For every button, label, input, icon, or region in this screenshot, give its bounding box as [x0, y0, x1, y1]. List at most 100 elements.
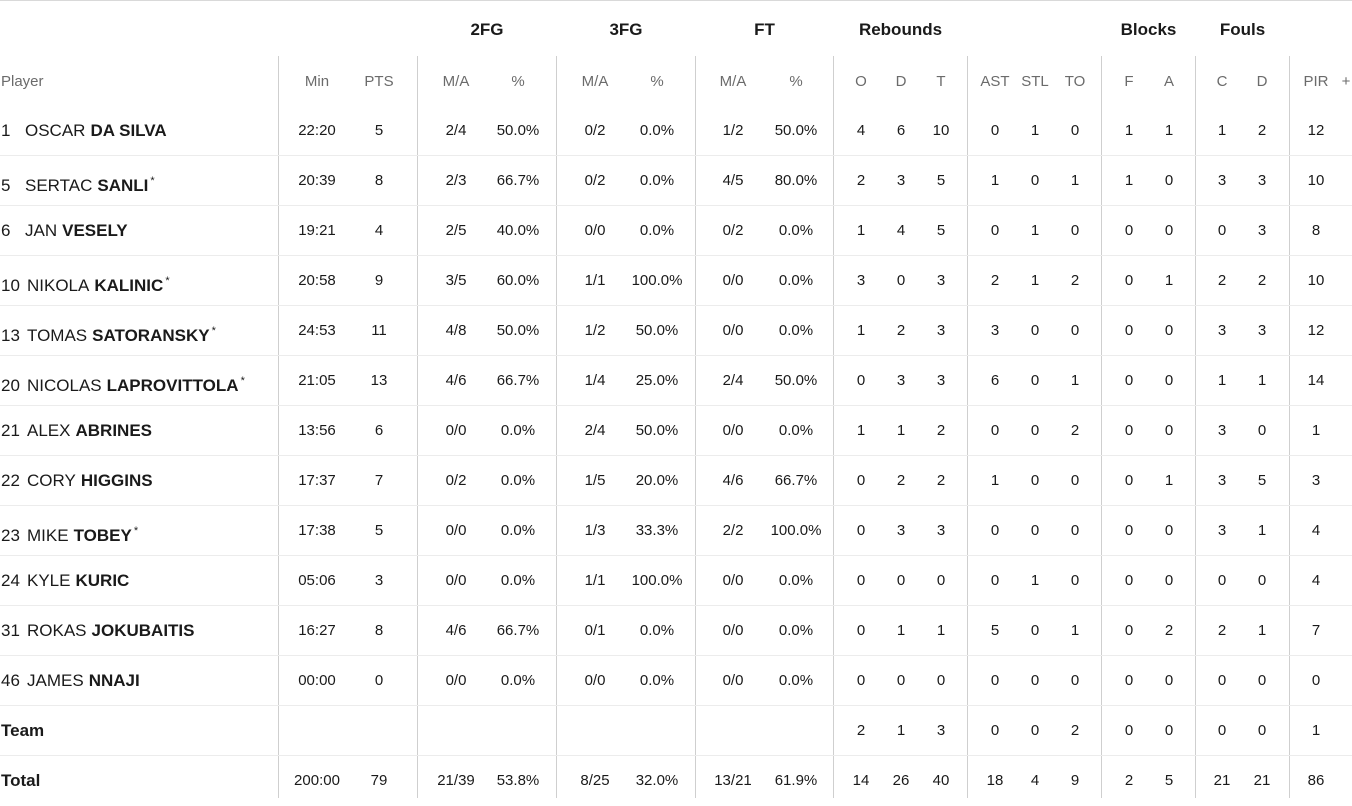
stat-min: 22:20 — [298, 122, 336, 139]
stat-blk-a: 0 — [1164, 522, 1174, 539]
stat-fg2-ma: 0/0 — [445, 672, 467, 689]
player-name-cell[interactable]: 10 NIKOLA KALINIC * — [1, 256, 277, 306]
stat-stl: 1 — [1030, 222, 1040, 239]
stat-ft-ma: 1/2 — [722, 122, 744, 139]
column-header-reb-d[interactable]: D — [895, 73, 907, 90]
player-number: 6 — [1, 221, 11, 240]
stat-reb-o: 0 — [856, 672, 866, 689]
player-name-cell[interactable]: 1 OSCAR DA SILVA — [1, 106, 277, 156]
stat-reb-t: 0 — [936, 672, 946, 689]
column-header-reb-t[interactable]: T — [936, 73, 946, 90]
stat-fg3-pct: 33.3% — [635, 522, 679, 539]
player-name-cell[interactable]: 24 KYLE KURIC — [1, 556, 277, 606]
group-header-rebounds: Rebounds — [858, 20, 943, 39]
stat-foul-c: 0 — [1217, 672, 1227, 689]
stat-to: 1 — [1070, 172, 1080, 189]
stat-to: 2 — [1070, 422, 1080, 439]
stat-blk-f: 0 — [1124, 622, 1134, 639]
column-header-player[interactable]: Player — [1, 73, 44, 90]
player-number: 31 — [1, 621, 20, 640]
player-name-cell[interactable]: 46 JAMES NNAJI — [1, 656, 277, 706]
separator-fouls — [1289, 56, 1290, 798]
team-label: Team — [1, 721, 45, 740]
starter-marker: * — [165, 275, 170, 287]
player-last-name: SANLI — [97, 176, 149, 195]
column-header-ft-pct[interactable]: % — [789, 73, 803, 90]
column-header-blk-a[interactable]: A — [1163, 73, 1174, 90]
stat-pir: 7 — [1311, 622, 1321, 639]
column-header-fg2-pct[interactable]: % — [511, 73, 525, 90]
row-divider — [0, 505, 1352, 506]
stat-min: 17:38 — [298, 522, 336, 539]
stat-reb-d: 0 — [896, 572, 906, 589]
stat-reb-o: 0 — [856, 472, 866, 489]
column-header-fg3-pct[interactable]: % — [650, 73, 664, 90]
stat-fg3-pct: 25.0% — [635, 372, 679, 389]
player-name-cell[interactable]: 6 JAN VESELY — [1, 206, 277, 256]
player-name-cell[interactable]: 21 ALEX ABRINES — [1, 406, 277, 456]
column-header-foul-d[interactable]: D — [1256, 73, 1268, 90]
stat-pir: 1 — [1311, 422, 1321, 439]
stat-ft-pct: 0.0% — [778, 272, 814, 289]
column-header-stl[interactable]: STL — [1021, 73, 1049, 90]
player-last-name: LAPROVITTOLA — [106, 376, 239, 395]
column-header-fg2-ma[interactable]: M/A — [442, 73, 470, 90]
separator-2fg — [556, 56, 557, 798]
column-header-to[interactable]: TO — [1064, 73, 1086, 90]
player-number: 1 — [1, 121, 11, 140]
stat-foul-c: 3 — [1217, 322, 1227, 339]
stat-reb-t: 1 — [936, 622, 946, 639]
stat-foul-d: 3 — [1257, 172, 1267, 189]
stat-fg2-pct: 60.0% — [496, 272, 540, 289]
player-name-cell[interactable]: 31 ROKAS JOKUBAITIS — [1, 606, 277, 656]
stat-to: 0 — [1070, 672, 1080, 689]
stat-ft-pct: 0.0% — [778, 622, 814, 639]
column-header-ast[interactable]: AST — [980, 73, 1010, 90]
player-number: 10 — [1, 276, 20, 295]
stat-blk-f: 1 — [1124, 172, 1134, 189]
player-name-cell[interactable]: 5 SERTAC SANLI * — [1, 156, 277, 206]
player-name-cell[interactable]: 13 TOMAS SATORANSKY * — [1, 306, 277, 356]
column-header-min[interactable]: Min — [304, 73, 330, 90]
stat-ast: 1 — [990, 472, 1000, 489]
row-divider — [0, 155, 1352, 156]
stat-blk-f: 0 — [1124, 572, 1134, 589]
stat-foul-c: 0 — [1217, 222, 1227, 239]
column-header-foul-c[interactable]: C — [1216, 73, 1228, 90]
table-row: 21 ALEX ABRINES 13:56 6 0/0 0.0% 2/4 50.0% 0/0 0.0… — [0, 406, 1352, 456]
column-header-ft-ma[interactable]: M/A — [719, 73, 747, 90]
group-header-2fg: 2FG — [470, 20, 504, 39]
stat-pir: 10 — [1307, 172, 1325, 189]
stat-fg2-ma: 3/5 — [445, 272, 467, 289]
player-name-cell[interactable]: 20 NICOLAS LAPROVITTOLA * — [1, 356, 277, 406]
stat-blk-a: 1 — [1164, 472, 1174, 489]
more-columns-button[interactable]: + — [1341, 73, 1351, 90]
stat-ft-pct: 80.0% — [774, 172, 818, 189]
row-divider — [0, 655, 1352, 656]
stat-fg2-ma: 2/4 — [445, 122, 467, 139]
player-last-name: DA SILVA — [90, 121, 167, 140]
player-name-cell[interactable]: 22 CORY HIGGINS — [1, 456, 277, 506]
player-last-name: JOKUBAITIS — [91, 621, 195, 640]
stat-reb-d: 1 — [896, 422, 906, 439]
column-header-blk-f[interactable]: F — [1124, 73, 1134, 90]
column-header-reb-o[interactable]: O — [855, 73, 867, 90]
group-header-ft: FT — [754, 20, 775, 39]
stat-ft-ma: 0/0 — [722, 622, 744, 639]
stat-fg2-pct: 0.0% — [500, 572, 536, 589]
stat-ft-pct: 50.0% — [774, 122, 818, 139]
stat-pts: 7 — [374, 472, 384, 489]
column-header-pir[interactable]: PIR — [1303, 73, 1329, 90]
stat-reb-d: 4 — [896, 222, 906, 239]
column-header-fg3-ma[interactable]: M/A — [581, 73, 609, 90]
stat-pts: 11 — [371, 322, 387, 339]
stat-foul-d: 0 — [1257, 422, 1267, 439]
stat-ast: 6 — [990, 372, 1000, 389]
column-header-pts[interactable]: PTS — [364, 73, 394, 90]
stat-ft-ma: 2/4 — [722, 372, 744, 389]
stat-blk-a: 0 — [1164, 372, 1174, 389]
stat-foul-d: 0 — [1257, 672, 1267, 689]
total-stat-fg3-pct: 32.0% — [635, 772, 679, 789]
player-name-cell[interactable]: 23 MIKE TOBEY * — [1, 506, 277, 556]
starter-marker: * — [133, 525, 139, 537]
